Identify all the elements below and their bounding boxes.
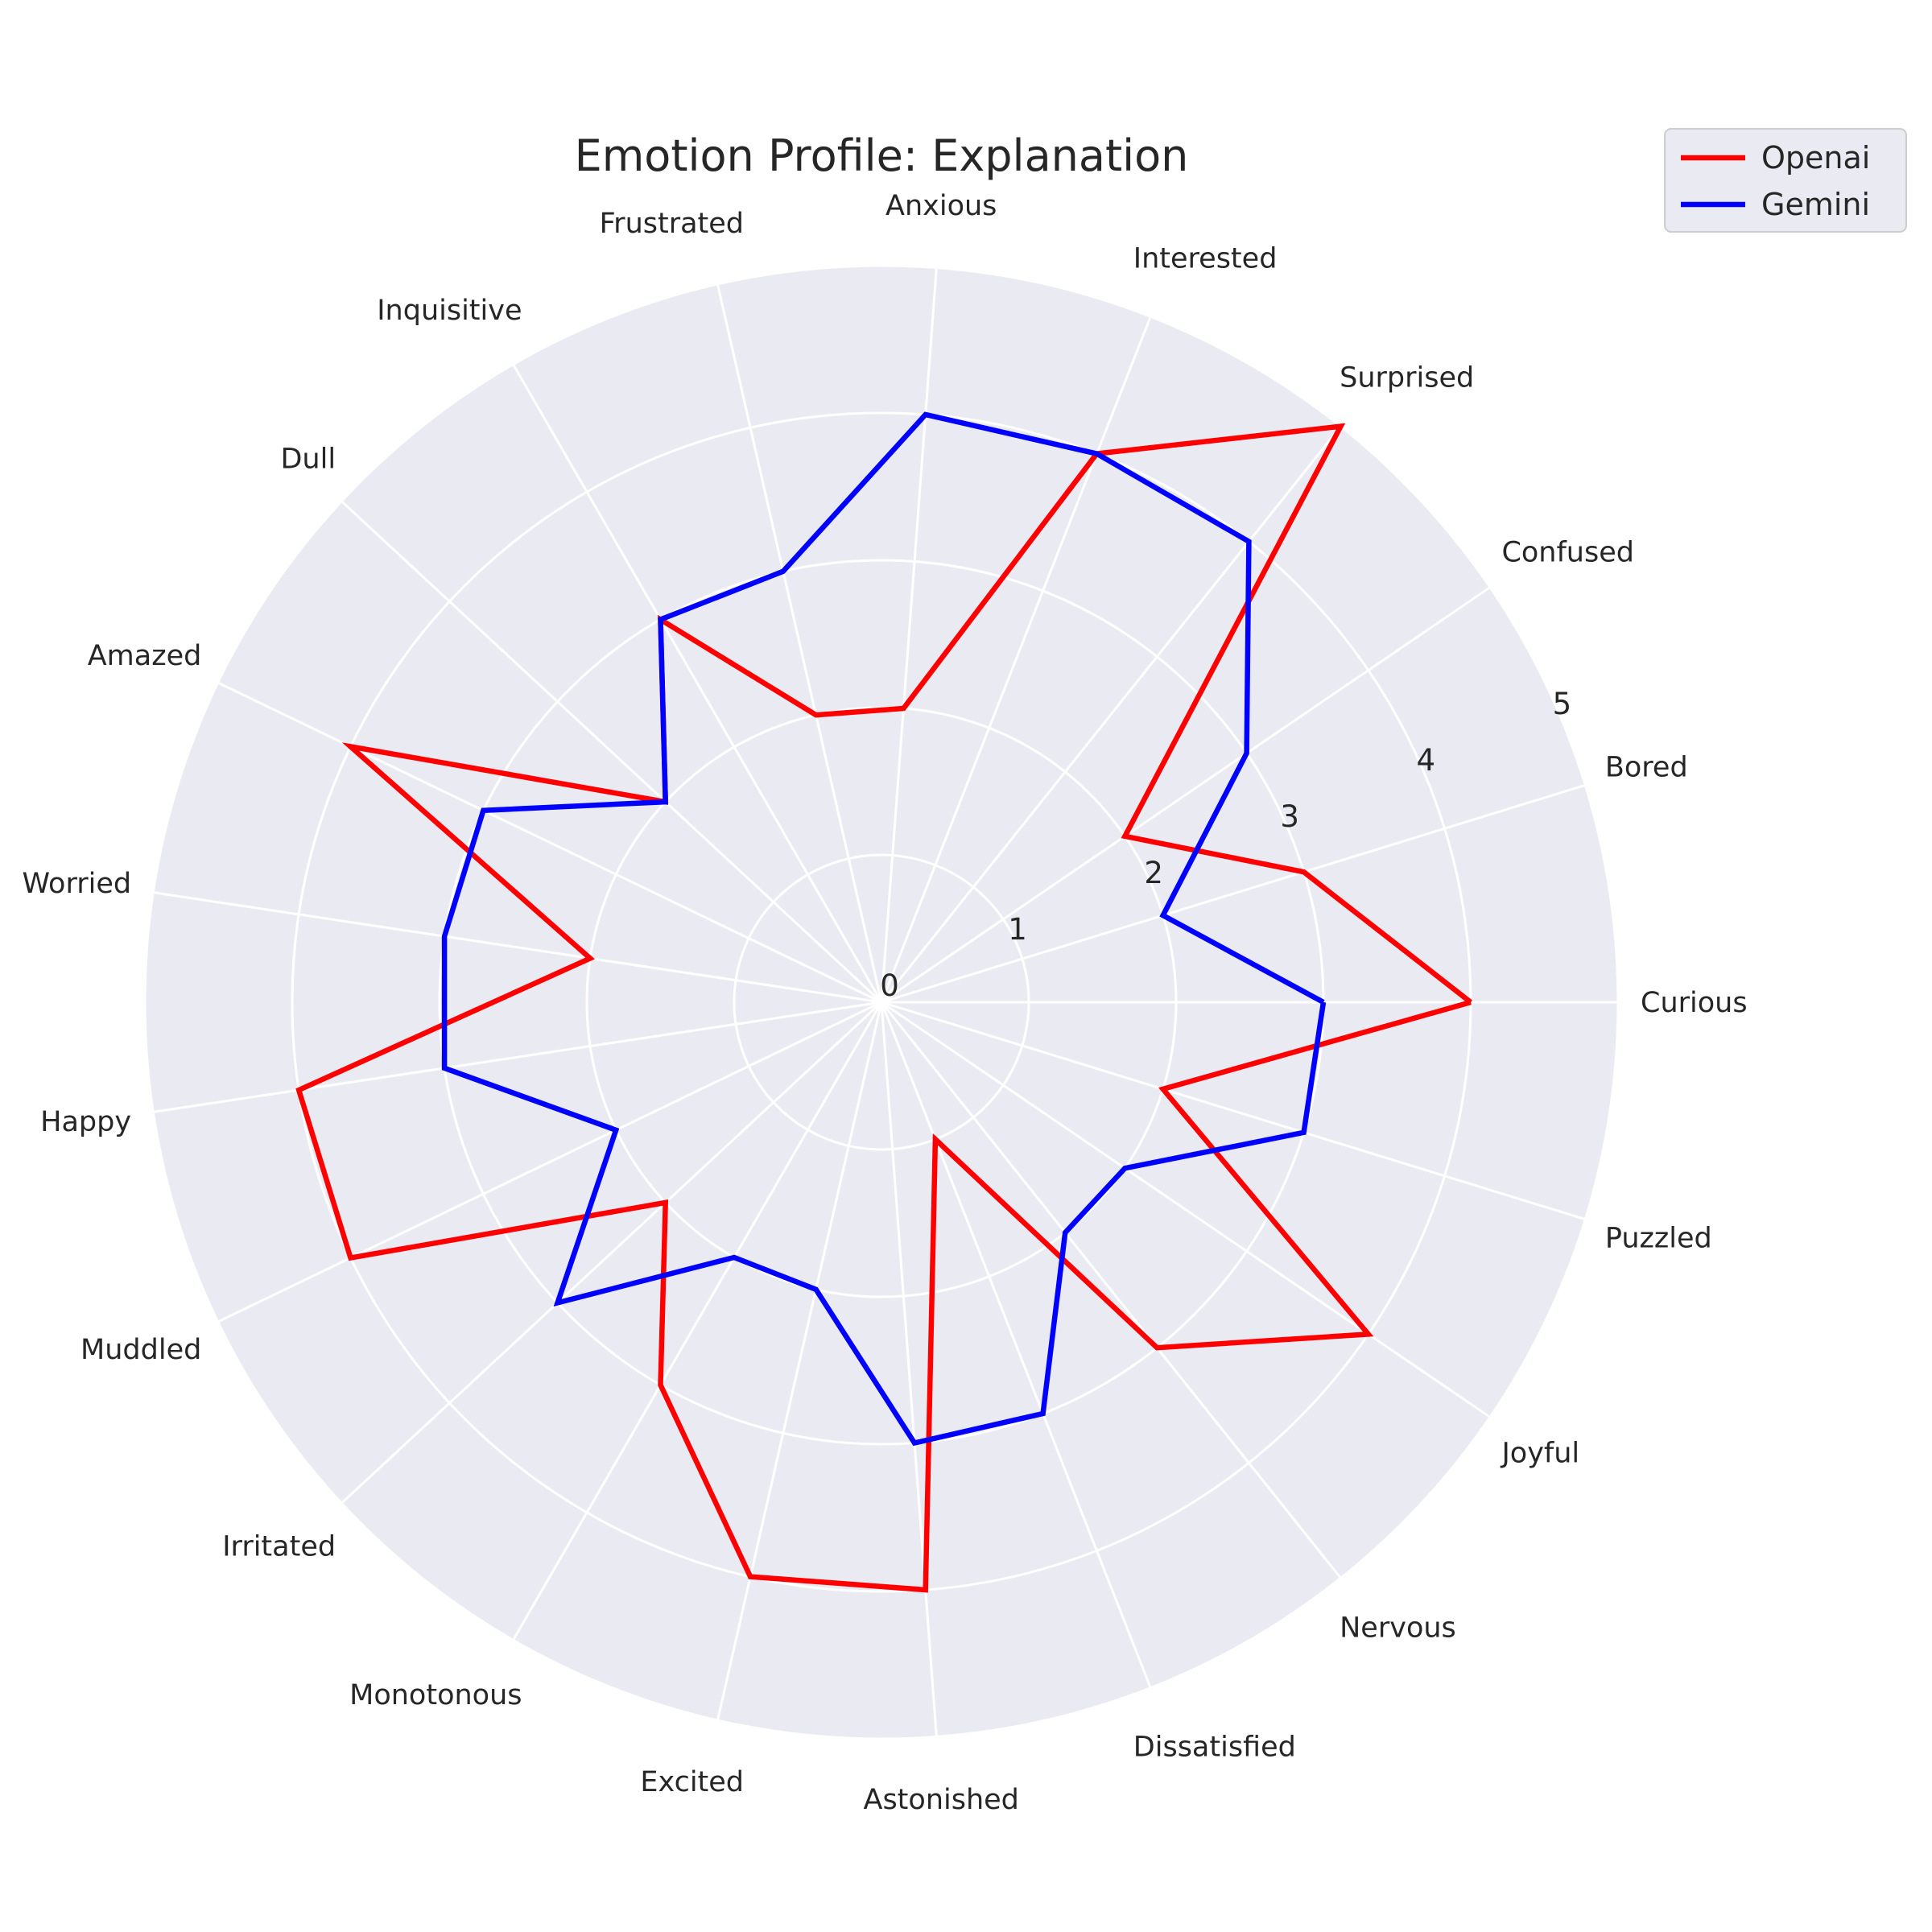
category-label: Joyful [1500,1437,1579,1469]
angular-gridline [217,1001,882,1323]
angular-gridline [716,1001,883,1721]
category-label: Monotonous [349,1679,522,1711]
category-label: Bored [1605,751,1688,783]
category-label: Interested [1133,243,1278,275]
angular-gridline [880,1001,1152,1689]
category-label: Confused [1501,537,1634,569]
category-label: Nervous [1340,1612,1456,1644]
angular-gridline [217,681,882,1004]
radial-tick-label: 0 [880,968,899,1003]
angular-gridline [341,500,883,1004]
category-label: Dull [280,444,336,476]
angular-gridline [880,1001,938,1737]
chart-title: Emotion Profile: Explanation [575,130,1189,181]
series-line-gemini [441,411,1327,1447]
radial-tick-label: 4 [1417,743,1436,778]
radial-tick-label: 1 [1008,912,1027,947]
angular-gridline [881,1001,1491,1418]
category-label: Amazed [88,640,202,672]
legend-entry: Gemini [1761,187,1870,222]
category-label: Irritated [222,1530,336,1563]
angular-gridline [881,586,1491,1004]
category-label: Excited [640,1766,744,1798]
angular-gridline [716,283,883,1003]
angular-gridline [341,1001,883,1505]
angular-gridline [881,1001,1586,1221]
angular-gridline [512,363,883,1003]
radial-tick-label: 5 [1553,687,1572,721]
angular-gridline [152,1001,882,1113]
legend-entry: Openai [1761,140,1870,175]
angular-gridline [880,316,1152,1003]
category-label: Inquisitive [377,295,522,327]
category-label: Frustrated [600,208,744,240]
legend: Openai Gemini [1664,128,1907,233]
radial-tick-label: 3 [1280,799,1299,834]
angular-gridline [512,1001,883,1641]
label-layer: 0 1 2 3 4 5 Curious Bored Confused Surprised Inter… [22,190,1747,1816]
category-label: Anxious [886,190,997,222]
category-label: Puzzled [1605,1223,1712,1255]
category-label: Surprised [1340,362,1474,394]
series-layer [295,411,1472,1593]
category-label: Happy [40,1106,131,1138]
angular-gridline [881,783,1586,1004]
category-label: Muddled [80,1334,201,1366]
category-label: Curious [1641,987,1748,1019]
radial-tick-label: 2 [1144,856,1163,890]
angular-gridline [880,1001,1342,1579]
category-label: Worried [22,868,131,900]
angular-gridline [152,891,882,1004]
angular-gridline [880,425,1342,1003]
category-label: Dissatisfied [1133,1731,1296,1763]
category-label: Astonished [864,1784,1019,1816]
angular-gridline [880,267,938,1003]
